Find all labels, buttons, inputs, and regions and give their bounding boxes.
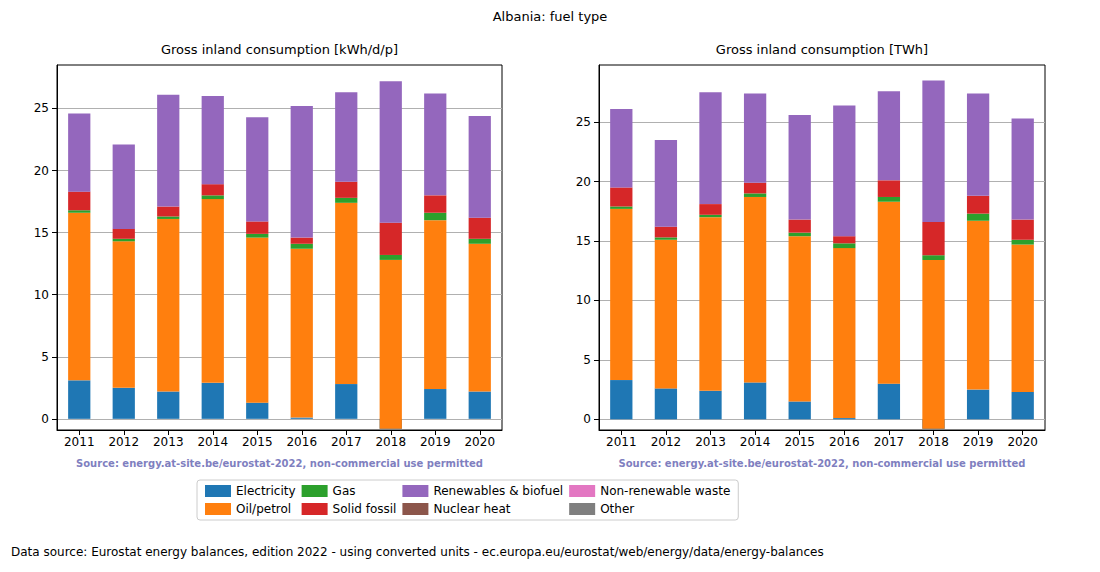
svg-text:2018: 2018 — [918, 435, 949, 449]
svg-text:5: 5 — [583, 353, 591, 367]
svg-text:Gas: Gas — [333, 484, 356, 498]
svg-text:5: 5 — [41, 350, 49, 364]
svg-text:2014: 2014 — [740, 435, 771, 449]
svg-text:Electricity: Electricity — [236, 484, 296, 498]
svg-text:20: 20 — [34, 164, 49, 178]
svg-text:Gross inland consumption [kWh/: Gross inland consumption [kWh/d/p] — [161, 42, 398, 57]
svg-text:2013: 2013 — [695, 435, 726, 449]
svg-text:2011: 2011 — [64, 435, 95, 449]
svg-text:2011: 2011 — [606, 435, 637, 449]
svg-text:25: 25 — [576, 115, 591, 129]
svg-text:Non-renewable waste: Non-renewable waste — [600, 484, 730, 498]
svg-text:20: 20 — [576, 175, 591, 189]
svg-text:Data source: Eurostat energy b: Data source: Eurostat energy balances, e… — [11, 545, 824, 559]
svg-text:2012: 2012 — [108, 435, 139, 449]
svg-text:2013: 2013 — [153, 435, 184, 449]
svg-text:Solid fossil: Solid fossil — [333, 502, 397, 516]
svg-text:2019: 2019 — [963, 435, 994, 449]
svg-text:2012: 2012 — [651, 435, 682, 449]
svg-text:15: 15 — [34, 226, 49, 240]
svg-text:2014: 2014 — [197, 435, 228, 449]
svg-text:0: 0 — [41, 412, 49, 426]
svg-text:10: 10 — [34, 288, 49, 302]
svg-text:2020: 2020 — [464, 435, 495, 449]
svg-text:Gross inland consumption [TWh]: Gross inland consumption [TWh] — [716, 42, 928, 57]
svg-text:Albania: fuel type: Albania: fuel type — [493, 9, 608, 24]
svg-text:Source: energy.at-site.be/euro: Source: energy.at-site.be/eurostat-2022,… — [76, 458, 483, 469]
svg-text:Nuclear heat: Nuclear heat — [433, 502, 510, 516]
svg-text:Renewables & biofuel: Renewables & biofuel — [433, 484, 563, 498]
svg-text:2015: 2015 — [242, 435, 273, 449]
svg-text:2016: 2016 — [286, 435, 317, 449]
svg-text:2017: 2017 — [331, 435, 362, 449]
svg-text:2018: 2018 — [375, 435, 406, 449]
svg-text:25: 25 — [34, 101, 49, 115]
svg-text:2015: 2015 — [784, 435, 815, 449]
svg-text:Source: energy.at-site.be/euro: Source: energy.at-site.be/eurostat-2022,… — [619, 458, 1026, 469]
svg-text:2019: 2019 — [420, 435, 451, 449]
svg-text:10: 10 — [576, 293, 591, 307]
svg-text:2016: 2016 — [829, 435, 860, 449]
svg-text:Other: Other — [600, 502, 634, 516]
svg-text:0: 0 — [583, 412, 591, 426]
svg-text:2017: 2017 — [874, 435, 905, 449]
svg-text:15: 15 — [576, 234, 591, 248]
svg-text:Oil/petrol: Oil/petrol — [236, 502, 291, 516]
svg-text:2020: 2020 — [1007, 435, 1038, 449]
